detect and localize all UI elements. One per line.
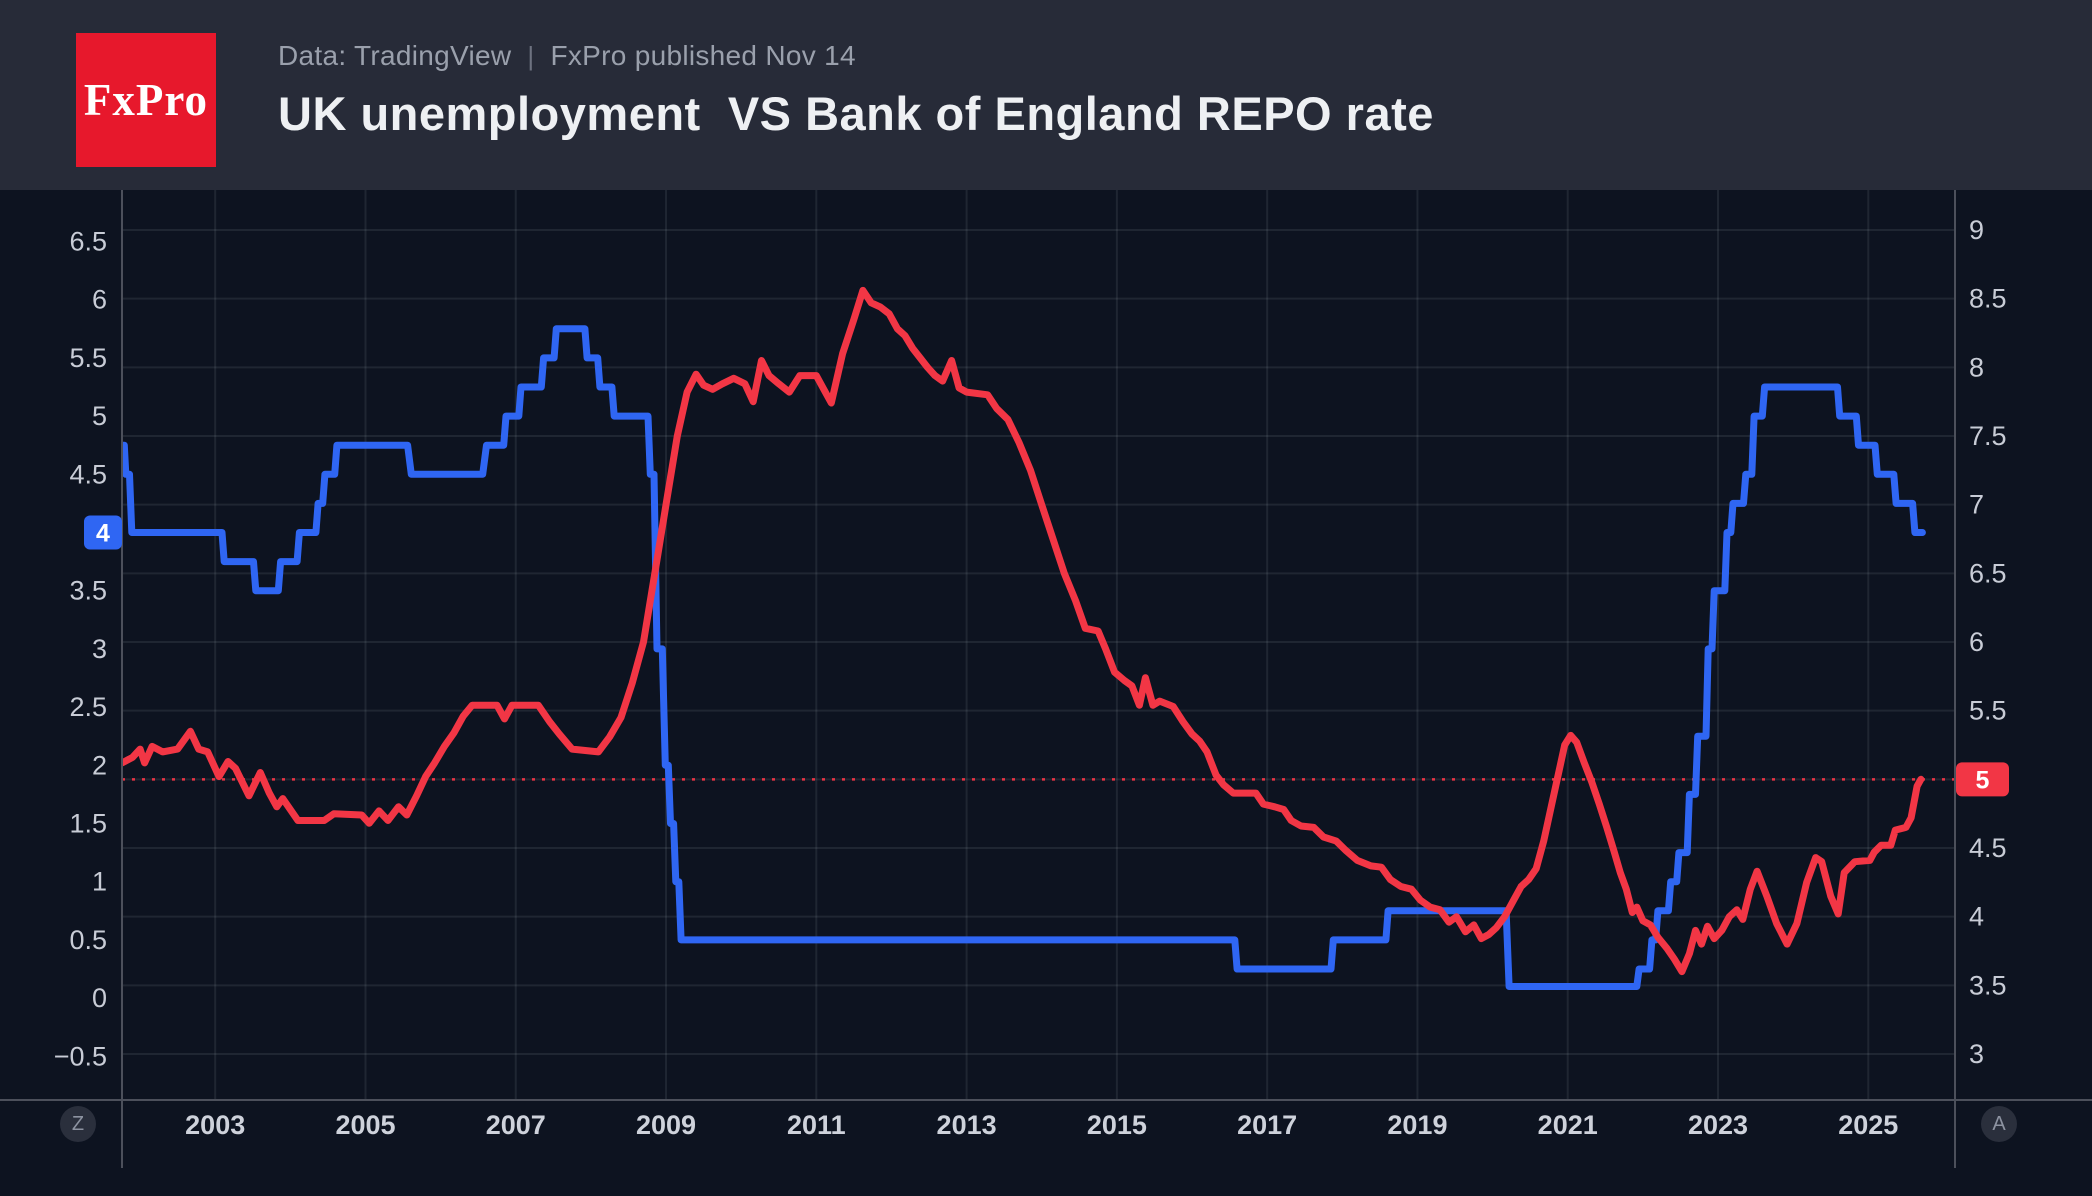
- left-axis-tick: 3: [92, 634, 107, 664]
- x-axis-tick: 2015: [1087, 1110, 1147, 1140]
- right-axis-tick: 3.5: [1969, 970, 2007, 1000]
- published-text: FxPro published Nov 14: [550, 40, 856, 71]
- left-axis-tick: 3.5: [69, 576, 107, 606]
- unemployment-line: [122, 286, 1925, 976]
- timezone-button[interactable]: Z: [60, 1106, 96, 1142]
- unemployment-price-badge-text: 5: [1976, 766, 1990, 794]
- left-axis-tick: 5.5: [69, 343, 107, 373]
- fxpro-logo-text: FxPro: [83, 75, 209, 125]
- auto-scale-button[interactable]: A: [1981, 1106, 2017, 1142]
- right-axis-tick: 9: [1969, 215, 1984, 245]
- chart-title: UK unemployment VS Bank of England REPO …: [278, 87, 1434, 140]
- repo-rate-price-badge: [84, 515, 122, 550]
- header: FxPro Data: TradingView | FxPro published …: [0, 0, 2092, 190]
- x-axis-tick: 2013: [937, 1110, 997, 1140]
- left-axis-tick: 0: [92, 983, 107, 1013]
- repo-rate-line: [122, 325, 1926, 990]
- data-source-text: Data: TradingView: [278, 40, 512, 71]
- fxpro-logo: FxPro: [76, 33, 216, 167]
- x-axis-tick: 2005: [335, 1110, 395, 1140]
- x-axis-tick: 2003: [185, 1110, 245, 1140]
- right-axis-tick: 5.5: [1969, 696, 2007, 726]
- left-axis-tick: 1.5: [69, 809, 107, 839]
- right-axis-tick: 4.5: [1969, 833, 2007, 863]
- unemployment-price-badge: [1956, 762, 2009, 797]
- left-axis-tick: 2.5: [69, 692, 107, 722]
- x-axis-tick: 2023: [1688, 1110, 1748, 1140]
- x-axis-tick: 2011: [787, 1110, 846, 1140]
- divider: |: [527, 41, 535, 71]
- right-axis-tick: 7: [1969, 490, 1984, 520]
- x-axis-tick: 2025: [1838, 1110, 1898, 1140]
- left-axis-tick: 5: [92, 401, 107, 431]
- right-axis-tick: 4: [1969, 902, 1984, 932]
- x-axis-tick: 2017: [1237, 1110, 1297, 1140]
- left-axis-tick: 0.5: [69, 925, 107, 955]
- repo-rate-price-badge-text: 4: [96, 520, 110, 548]
- left-axis-tick: 6.5: [69, 227, 107, 257]
- title-block: Data: TradingView | FxPro published Nov 14…: [278, 40, 1434, 141]
- x-axis-tick: 2007: [486, 1110, 546, 1140]
- left-axis-tick: 4.5: [69, 459, 107, 489]
- right-axis-tick: 8.5: [1969, 284, 2007, 314]
- right-axis-tick: 3: [1969, 1039, 1984, 1069]
- right-axis-tick: 8: [1969, 352, 1984, 382]
- left-axis-tick: 1: [92, 867, 107, 897]
- right-axis-tick: 6.5: [1969, 558, 2007, 588]
- x-axis-tick: 2021: [1538, 1110, 1598, 1140]
- left-axis-tick: 2: [92, 750, 107, 780]
- right-axis-tick: 6: [1969, 627, 1984, 657]
- right-axis-tick: 7.5: [1969, 421, 2007, 451]
- x-axis-tick: 2009: [636, 1110, 696, 1140]
- x-axis-tick: 2019: [1387, 1110, 1447, 1140]
- left-axis-tick: 6: [92, 285, 107, 315]
- data-source-line: Data: TradingView | FxPro published Nov 14: [278, 40, 1434, 72]
- left-axis-tick: −0.5: [54, 1041, 107, 1071]
